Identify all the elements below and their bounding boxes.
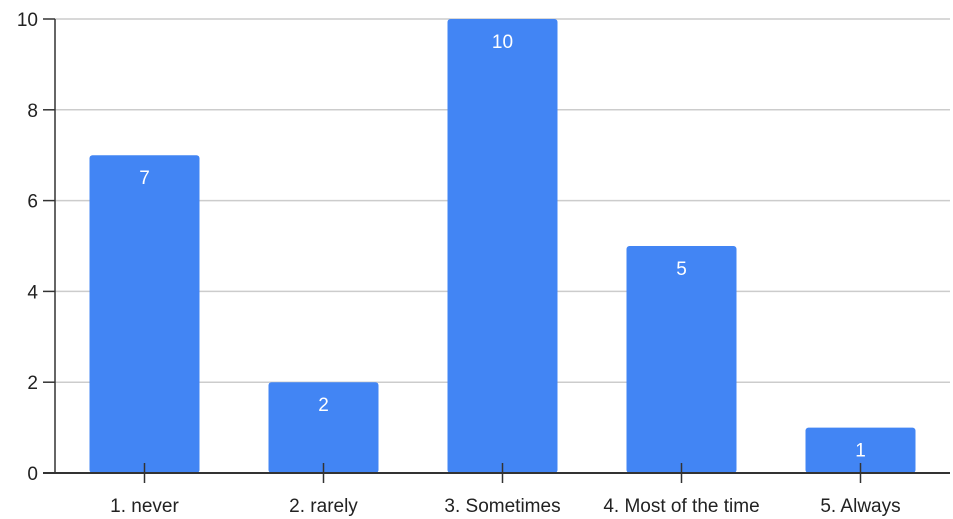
bar-data-label: 10 [492,32,513,53]
y-tick-label: 4 [27,282,38,303]
y-tick-label: 8 [27,101,38,122]
axes [43,19,950,474]
x-tick-label: 2. rarely [289,496,358,517]
x-tick-label: 3. Sometimes [444,496,560,517]
x-axis-ticks: 1. never 2. rarely 3. Sometimes 4. Most of … [110,463,901,517]
bar [626,246,737,473]
bar [89,155,200,473]
bar-data-label: 7 [139,168,150,189]
bar-data-label: 2 [318,395,329,416]
bars: 7 2 10 5 1 [89,19,916,473]
y-tick-label: 0 [27,464,38,485]
bar [268,382,379,473]
y-tick-label: 2 [27,373,38,394]
bar [447,19,558,473]
bar-data-label: 5 [676,259,687,280]
x-tick-label: 5. Always [820,496,900,517]
y-tick-label: 6 [27,192,38,213]
y-axis-ticks: 0 2 4 6 8 10 [17,10,55,485]
bar [805,427,916,473]
x-tick-label: 4. Most of the time [603,496,759,517]
bar-data-label: 1 [855,441,866,462]
y-tick-label: 10 [17,10,38,31]
x-tick-label: 1. never [110,496,179,517]
